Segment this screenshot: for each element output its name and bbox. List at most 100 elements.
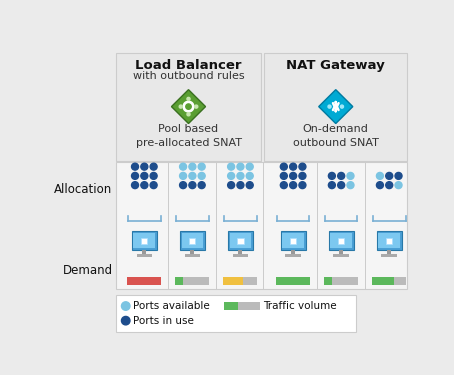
Circle shape [122,316,130,325]
Bar [381,255,397,257]
Circle shape [195,105,198,108]
Text: Traffic volume: Traffic volume [263,301,336,311]
Bar [281,231,306,250]
Circle shape [376,172,384,179]
Circle shape [187,98,190,100]
Bar [116,53,262,160]
Circle shape [150,163,157,170]
Circle shape [198,182,205,189]
Circle shape [246,163,253,170]
Circle shape [328,105,331,108]
Circle shape [246,182,253,189]
Bar [387,250,391,255]
Circle shape [290,163,296,170]
Text: Ports in use: Ports in use [133,316,193,326]
Circle shape [347,182,354,189]
Circle shape [237,172,244,179]
Circle shape [237,163,244,170]
Bar [276,277,310,285]
Circle shape [187,113,190,116]
Bar [190,250,194,255]
Circle shape [198,163,205,170]
Circle shape [280,172,287,179]
Circle shape [180,172,187,179]
Bar [230,233,251,248]
Bar [137,255,152,257]
Bar [317,162,318,289]
Bar [223,277,243,285]
Bar [290,238,296,244]
Text: Allocation: Allocation [54,183,113,196]
Bar [324,277,358,285]
Text: On-demand
outbound SNAT: On-demand outbound SNAT [293,124,379,148]
Polygon shape [172,90,206,123]
Circle shape [150,182,157,189]
Text: NAT Gateway: NAT Gateway [286,58,385,72]
Circle shape [227,172,235,179]
Circle shape [179,105,183,108]
Bar [378,233,400,248]
Bar [185,255,200,257]
Text: Ports available: Ports available [133,301,209,311]
Circle shape [246,172,253,179]
Circle shape [328,182,336,189]
Circle shape [183,101,194,112]
Circle shape [198,172,205,179]
Bar [189,238,196,244]
Bar [237,238,243,244]
Bar [331,233,352,248]
Circle shape [299,182,306,189]
Circle shape [338,172,345,179]
Bar [127,277,161,285]
Bar [365,162,366,289]
Circle shape [141,163,148,170]
Bar [264,53,407,160]
Circle shape [280,182,287,189]
Bar [238,250,242,255]
Bar [168,162,169,289]
Circle shape [347,172,354,179]
Text: Demand: Demand [63,264,113,277]
Circle shape [180,182,187,189]
Bar [372,277,395,285]
Circle shape [338,182,345,189]
Circle shape [132,172,138,179]
Circle shape [189,182,196,189]
Bar [276,277,310,285]
Circle shape [237,182,244,189]
Bar [329,231,354,250]
Circle shape [340,105,344,108]
Bar [291,250,295,255]
Circle shape [299,163,306,170]
Bar [143,250,146,255]
Bar [224,302,238,310]
Circle shape [189,163,196,170]
Circle shape [122,302,130,310]
Bar [116,295,356,332]
Bar [180,231,205,250]
Circle shape [328,172,336,179]
Text: with outbound rules: with outbound rules [133,71,244,81]
Text: Pool based
pre-allocated SNAT: Pool based pre-allocated SNAT [135,124,242,148]
Bar [228,231,253,250]
Bar [377,231,402,250]
Circle shape [186,104,191,109]
Circle shape [189,172,196,179]
Circle shape [132,182,138,189]
Circle shape [227,182,235,189]
Text: Load Balancer: Load Balancer [135,58,242,72]
Circle shape [280,163,287,170]
Bar [175,277,209,285]
Circle shape [299,172,306,179]
Bar [324,277,331,285]
Circle shape [290,172,296,179]
Bar [233,255,248,257]
Circle shape [290,182,296,189]
Circle shape [180,163,187,170]
Bar [333,255,349,257]
Circle shape [386,172,393,179]
Bar [116,162,407,289]
Circle shape [376,182,384,189]
Bar [223,277,257,285]
Circle shape [395,182,402,189]
